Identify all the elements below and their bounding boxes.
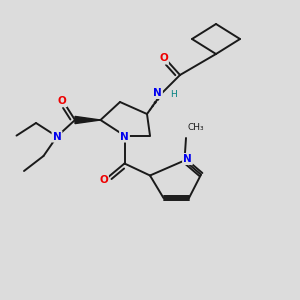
Text: N: N — [52, 131, 62, 142]
Text: N: N — [183, 154, 192, 164]
Text: O: O — [159, 53, 168, 64]
Text: O: O — [99, 175, 108, 185]
Text: H: H — [170, 90, 177, 99]
Text: O: O — [58, 96, 67, 106]
Polygon shape — [75, 116, 100, 124]
Text: N: N — [120, 131, 129, 142]
Text: N: N — [153, 88, 162, 98]
Text: CH₃: CH₃ — [188, 123, 204, 132]
